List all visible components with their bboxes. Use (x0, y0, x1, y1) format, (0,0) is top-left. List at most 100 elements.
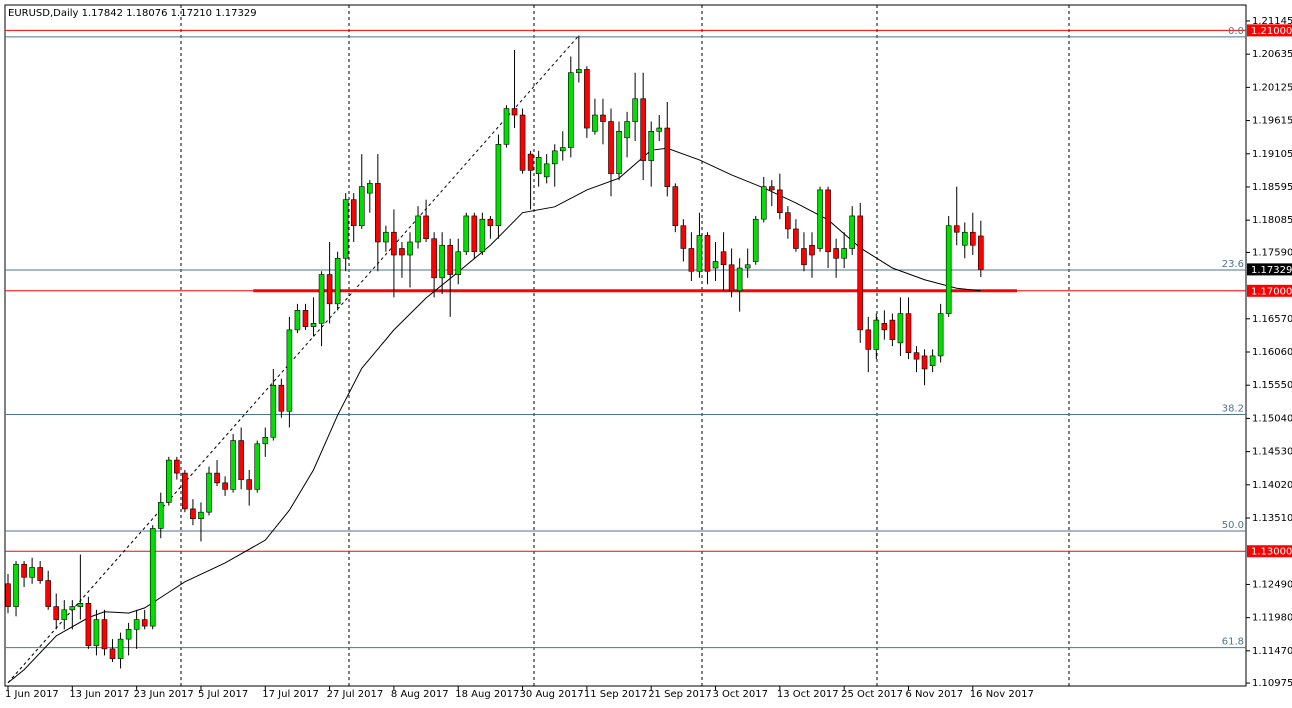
candle-body (133, 619, 140, 630)
candle-body (672, 186, 679, 227)
y-tick-label: 1.12490 (1252, 579, 1292, 590)
candle-body (431, 238, 437, 279)
candle-body (978, 235, 984, 270)
candle-body (246, 479, 252, 490)
candle-body (841, 248, 847, 259)
candle-body (809, 244, 815, 256)
candle-body (342, 199, 349, 259)
candle-body (141, 619, 148, 627)
candle-body (503, 108, 510, 145)
candle-body (350, 199, 357, 227)
candle-body (214, 472, 220, 484)
candle-body (777, 189, 783, 213)
candle-body (45, 580, 52, 607)
candle-body (648, 131, 655, 161)
candle-body (407, 241, 413, 256)
price-level-box (1247, 263, 1292, 276)
candle-body (567, 72, 574, 148)
x-tick-label: 1 Jun 2017 (5, 689, 59, 700)
candle-body (447, 244, 454, 275)
x-tick-label: 18 Aug 2017 (455, 689, 519, 700)
candle-body (230, 440, 236, 490)
candle-body (752, 218, 759, 262)
candle-body (190, 508, 196, 519)
candle-body (415, 215, 421, 243)
candle-body (961, 231, 968, 246)
x-tick-label: 17 Jul 2017 (262, 689, 319, 700)
x-tick-label: 3 Oct 2017 (713, 689, 768, 700)
candle-body (157, 502, 164, 529)
candle-body (865, 329, 872, 350)
candle-body (77, 603, 84, 607)
candle-body (592, 114, 598, 132)
candle-body (937, 313, 944, 357)
price-level-box (1247, 24, 1292, 37)
candle-body (543, 163, 550, 178)
candle-body (101, 619, 108, 650)
candle-body (785, 212, 791, 230)
candle-body (423, 215, 429, 240)
price-level-label: 1.13000 (1251, 547, 1292, 558)
price-level-label: 1.17000 (1251, 286, 1292, 297)
candle-body (125, 629, 132, 640)
candle-body (29, 567, 35, 578)
candle-body (584, 69, 590, 129)
y-tick-label: 1.15550 (1252, 380, 1292, 391)
candle-body (149, 528, 156, 627)
candle-body (945, 225, 952, 314)
y-tick-label: 1.18595 (1252, 182, 1292, 193)
y-tick-label: 1.16570 (1252, 314, 1292, 325)
candle-body (399, 248, 405, 256)
candle-body (849, 215, 856, 249)
candle-body (463, 215, 470, 253)
y-tick-label: 1.10975 (1252, 678, 1292, 689)
candle-body (294, 310, 301, 331)
candle-body (817, 189, 823, 249)
candle-body (744, 264, 751, 269)
candle-body (720, 251, 727, 266)
plot-area (5, 29, 1246, 684)
candle-body (254, 443, 261, 490)
candle-body (559, 147, 566, 152)
candle-body (519, 114, 526, 171)
candle-body (576, 69, 582, 74)
x-tick-label: 13 Oct 2017 (777, 689, 839, 700)
candle-body (825, 189, 831, 253)
x-tick-label: 16 Nov 2017 (970, 689, 1034, 700)
candle-body (929, 355, 936, 366)
candle-body (688, 248, 695, 272)
x-tick-label: 8 Aug 2017 (391, 689, 449, 700)
candle-body (704, 235, 711, 272)
candle-body (889, 319, 896, 340)
chart-title: EURUSD,Daily 1.17842 1.18076 1.17210 1.1… (8, 8, 257, 19)
plot-frame (4, 4, 1247, 687)
candle-body (366, 183, 373, 194)
candle-body (391, 231, 397, 256)
x-tick-label: 30 Aug 2017 (520, 689, 584, 700)
candle-body (801, 248, 807, 266)
y-tick-label: 1.15040 (1252, 413, 1292, 424)
candle-body (286, 329, 293, 412)
y-tick-label: 1.11470 (1252, 646, 1292, 657)
candle-body (551, 150, 558, 165)
candle-body (728, 264, 735, 292)
y-tick-label: 1.19105 (1252, 149, 1292, 160)
candle-body (793, 228, 799, 249)
candle-body (270, 384, 277, 438)
candle-body (93, 619, 100, 646)
candle-body (302, 310, 309, 327)
candle-body (5, 583, 11, 607)
candle-body (53, 606, 60, 620)
candle-body (953, 225, 960, 233)
y-tick-label: 1.21145 (1252, 16, 1292, 27)
candle-body (109, 648, 116, 659)
y-tick-label: 1.14530 (1252, 447, 1292, 458)
candle-body (69, 606, 76, 611)
candle-body (85, 603, 92, 646)
fib-label: 50.0 (1222, 520, 1244, 531)
candle-body (479, 218, 486, 253)
candle-body (61, 609, 68, 620)
candle-body (222, 482, 228, 490)
candle-body (182, 472, 188, 510)
fib-label: 61.8 (1222, 637, 1244, 648)
